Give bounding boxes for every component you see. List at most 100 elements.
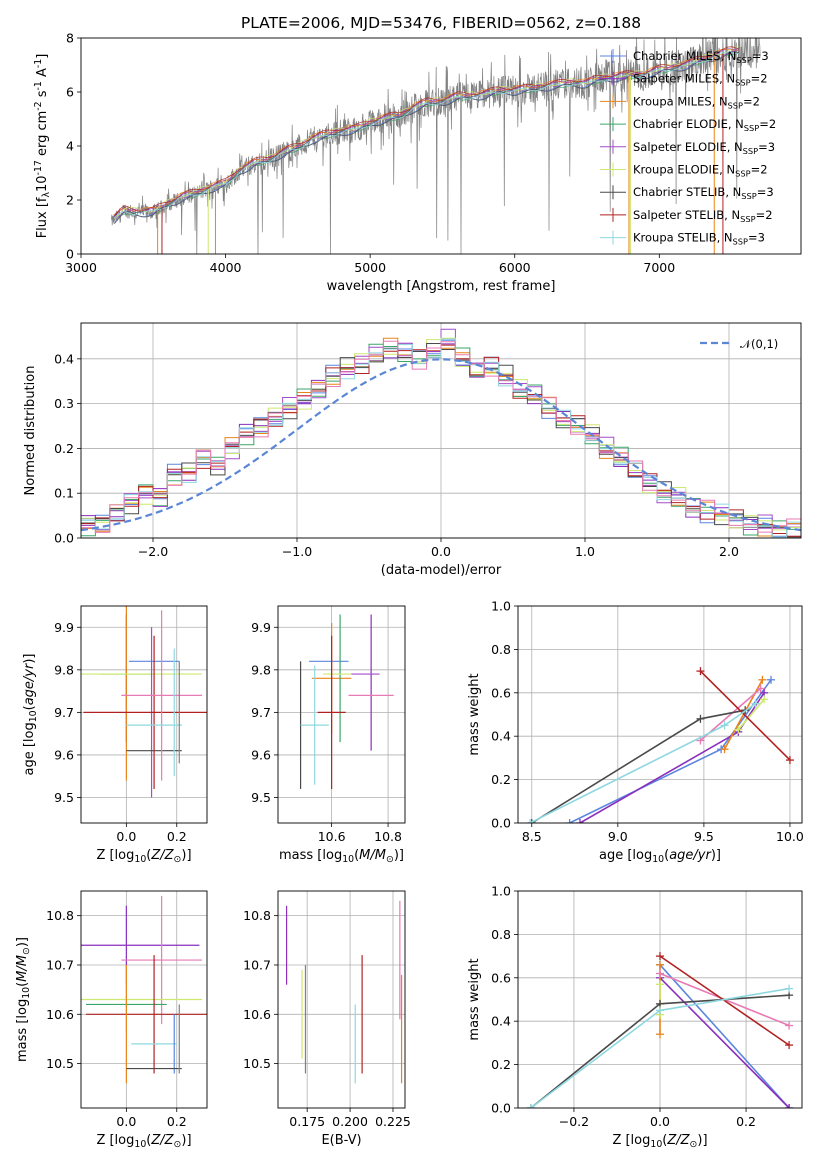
weight-line [737, 698, 765, 731]
y-tick-label: 1.0 [491, 599, 511, 614]
weight-line [659, 977, 790, 1108]
plot-area [81, 895, 207, 1084]
weight-line [659, 955, 790, 1046]
z-age-axes: 0.0 0.2 9.5 9.6 9.7 9.8 9.9 Z [log10(Z/Z⊙)] age … [22, 605, 208, 865]
model-spectrum-line [113, 51, 739, 224]
x-axis-label: Z [log10(Z/Z⊙)] [96, 848, 191, 865]
x-axis-label: Z [log10(Z/Z⊙)] [96, 1133, 191, 1150]
x-tick-label: 0.0 [116, 1114, 136, 1129]
residual-axes: −2.0 −1.0 0.0 1.0 2.0 0.0 0.1 0.2 0.3 0.4 (data-mo… [23, 322, 802, 578]
y-axis-label: mass weight [467, 958, 482, 1040]
legend-label: Chabrier ELODIE, NSSP=2 [633, 117, 776, 133]
z-weight-axes: −0.2 0.0 0.2 0.0 0.2 0.4 0.6 0.8 1.0 Z [log10(Z/Z… [467, 884, 803, 1150]
x-tick-label: 3000 [65, 260, 97, 275]
spectrum-axes: 3000 4000 5000 6000 7000 0 2 4 6 8 wavelength [Ang… [33, 14, 802, 294]
y-tick-label: 0.2 [491, 772, 511, 787]
mass-age-axes: 10.6 10.8 9.5 9.6 9.7 9.8 9.9 mass [log10(M/M⊙)… [251, 605, 406, 865]
y-tick-label: 9.7 [54, 705, 74, 720]
y-tick-label: 9.8 [54, 662, 74, 677]
y-tick-label: 10.6 [243, 1007, 271, 1022]
x-axis-label: age [log10(age/yr)] [599, 848, 721, 865]
y-tick-label: 0.6 [491, 685, 511, 700]
x-axis-label: Z [log10(Z/Z⊙)] [612, 1133, 707, 1150]
x-tick-label: 0.225 [375, 1114, 411, 1129]
histogram-step-line [81, 338, 801, 538]
axes-frame [517, 890, 803, 1109]
model-spectrum-line [114, 51, 739, 219]
x-tick-label: 10.8 [374, 829, 402, 844]
plot-area [526, 667, 794, 823]
y-tick-label: 4 [66, 139, 74, 154]
axes-frame [80, 322, 802, 539]
model-spectrum-line [113, 46, 739, 217]
x-axis-label: (data-model)/error [381, 563, 502, 578]
y-tick-label: 10.5 [243, 1056, 271, 1071]
y-tick-label: 10.5 [46, 1056, 74, 1071]
y-tick-label: 0.2 [54, 441, 74, 456]
axes-frame [277, 890, 406, 1109]
x-tick-label: 4000 [210, 260, 242, 275]
weight-line [569, 679, 772, 823]
plot-area [81, 328, 801, 538]
x-tick-label: 10.0 [776, 829, 804, 844]
weight-line [659, 964, 790, 1108]
y-tick-label: 10.6 [46, 1007, 74, 1022]
x-tick-label: 5000 [354, 260, 386, 275]
y-tick-label: 9.9 [54, 620, 74, 635]
y-tick-label: 0.3 [54, 396, 74, 411]
axes-frame [80, 890, 208, 1109]
legend-label: Kroupa ELODIE, NSSP=2 [633, 163, 768, 179]
plot-area [526, 952, 794, 1108]
normal-curve [81, 358, 801, 532]
x-tick-label: −2.0 [138, 544, 168, 559]
legend-label: Kroupa STELIB, NSSP=3 [633, 231, 765, 247]
y-tick-label: 0.1 [54, 486, 74, 501]
x-tick-label: 7000 [643, 260, 675, 275]
y-tick-label: 2 [66, 193, 74, 208]
legend-label: Chabrier MILES, NSSP=3 [633, 49, 769, 65]
y-tick-label: 0.4 [491, 1014, 511, 1029]
x-tick-label: 1.0 [575, 544, 595, 559]
legend-label: Salpeter STELIB, NSSP=2 [633, 208, 773, 224]
x-axis-label: E(B-V) [321, 1133, 361, 1148]
z-mass-axes: 0.0 0.2 10.5 10.6 10.7 10.8 Z [log10(Z/Z⊙)] mas… [15, 890, 208, 1150]
y-tick-label: 0.2 [491, 1057, 511, 1072]
y-axis-label: age [log10(age/yr)] [22, 653, 39, 775]
y-axis-label: Flux [fλ10-17 erg cm-2 s-1 A-1] [33, 54, 52, 239]
y-tick-label: 0.0 [54, 531, 74, 546]
x-axis-label: wavelength [Angstrom, rest frame] [327, 279, 556, 294]
legend-label: Salpeter MILES, NSSP=2 [633, 72, 768, 88]
y-tick-label: 0.8 [491, 927, 511, 942]
y-axis-label: Normed distribution [23, 366, 38, 496]
plot-area [81, 606, 207, 798]
y-tick-label: 6 [66, 85, 74, 100]
legend-label: 𝒩(0,1) [740, 337, 778, 351]
y-tick-label: 0.0 [491, 816, 511, 831]
y-tick-label: 9.8 [251, 662, 271, 677]
chart-title: PLATE=2006, MJD=53476, FIBERID=0562, z=0… [241, 14, 641, 32]
y-tick-label: 10.7 [243, 957, 271, 972]
axes-frame [80, 605, 208, 824]
y-tick-label: 8 [66, 31, 74, 46]
x-tick-label: 9.0 [608, 829, 628, 844]
y-tick-label: 10.7 [46, 957, 74, 972]
y-tick-label: 9.7 [251, 705, 271, 720]
x-tick-label: 0.2 [167, 829, 187, 844]
y-tick-label: 9.5 [54, 790, 74, 805]
x-tick-label: −0.2 [559, 1114, 589, 1129]
y-tick-label: 0.8 [491, 642, 511, 657]
x-tick-label: 0.2 [167, 1114, 187, 1129]
plot-area [299, 614, 394, 789]
legend-label: Kroupa MILES, NSSP=2 [633, 94, 760, 110]
weight-line [699, 670, 791, 761]
legend: 𝒩(0,1) [700, 337, 778, 351]
y-tick-label: 10.8 [46, 908, 74, 923]
legend: Chabrier MILES, NSSP=3 Salpeter MILES, NS… [600, 49, 776, 247]
x-tick-label: 6000 [499, 260, 531, 275]
axes-frame [517, 605, 803, 824]
x-tick-label: 0.0 [431, 544, 451, 559]
axes-frame [277, 605, 406, 824]
y-tick-label: 0.4 [491, 729, 511, 744]
x-tick-label: 0.175 [289, 1114, 325, 1129]
